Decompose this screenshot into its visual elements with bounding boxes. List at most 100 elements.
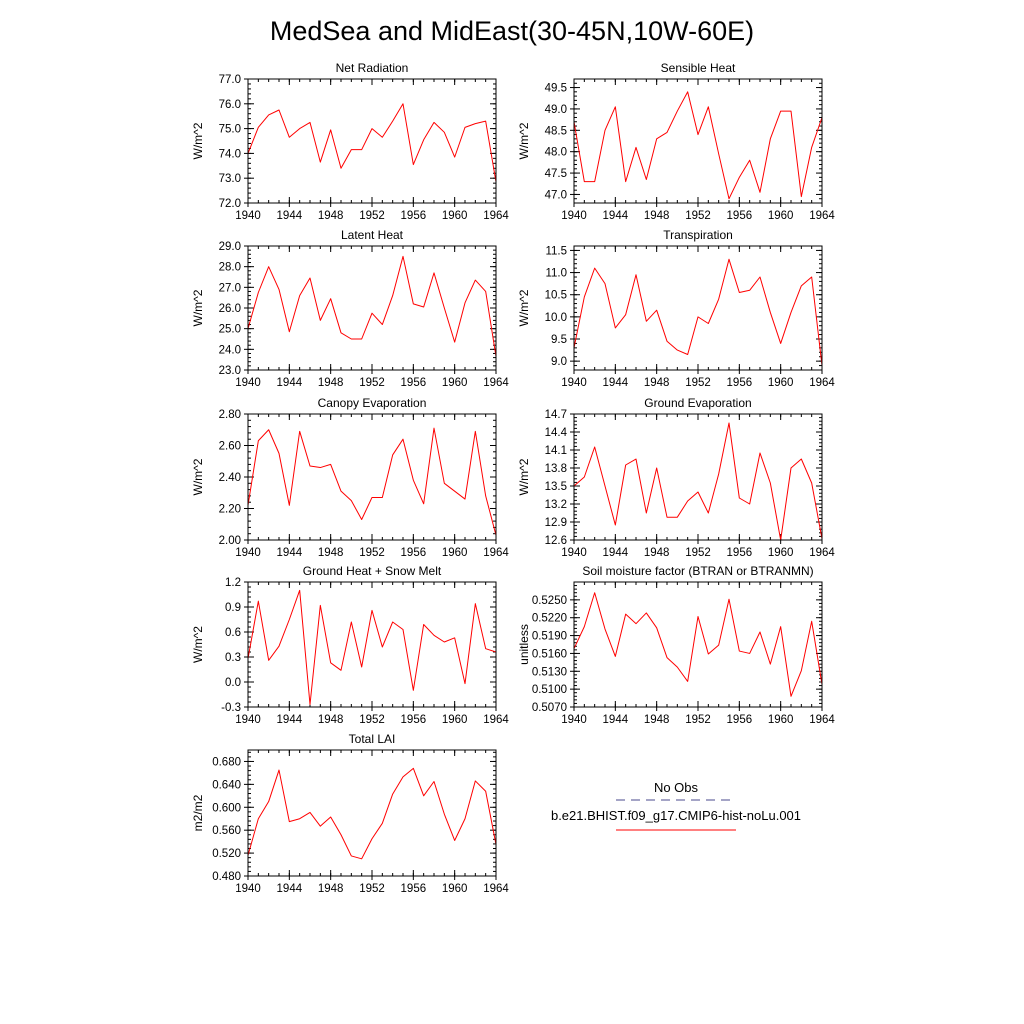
y-tick-label: 0.520 <box>212 848 241 860</box>
y-tick-label: 14.1 <box>545 445 567 457</box>
x-tick-label: 1944 <box>277 883 303 895</box>
x-tick-label: 1964 <box>483 883 509 895</box>
panel-transpiration: Transpiration W/m^2 1940 1944 1948 1952 1956 19… <box>517 228 835 389</box>
y-tick-label: 1.2 <box>225 577 241 589</box>
plot-frame-ground-evaporation <box>573 413 823 541</box>
y-tick-label: 73.0 <box>219 173 241 185</box>
y-tick-label: 49.5 <box>545 83 567 95</box>
y-tick-label: 13.2 <box>545 499 567 511</box>
y-tick-label: 0.6 <box>225 627 241 639</box>
plot-frame-soil-moisture-factor-btran-or-btranmn <box>573 581 823 708</box>
x-tick-label: 1952 <box>685 714 711 726</box>
x-tick-label: 1940 <box>235 377 261 389</box>
x-tick-label: 1952 <box>359 210 385 222</box>
x-tick-label: 1960 <box>442 883 468 895</box>
x-tick-label: 1964 <box>809 714 835 726</box>
x-tick-label: 1940 <box>235 547 261 559</box>
panel-title-soil-moisture-factor-btran-or-btranmn: Soil moisture factor (BTRAN or BTRANMN) <box>582 564 813 578</box>
y-tick-label: 29.0 <box>219 241 241 253</box>
x-tick-label: 1948 <box>644 377 670 389</box>
y-tick-label: 0.5220 <box>532 613 567 625</box>
x-tick-label: 1944 <box>603 547 629 559</box>
panel-title-transpiration: Transpiration <box>663 228 733 242</box>
y-tick-label: 28.0 <box>219 262 241 274</box>
y-axis-label-ground-heat-snow-melt: W/m^2 <box>191 626 205 663</box>
x-tick-label: 1956 <box>727 547 753 559</box>
y-tick-label: 13.5 <box>545 481 567 493</box>
x-tick-label: 1944 <box>277 210 303 222</box>
x-tick-label: 1960 <box>768 210 794 222</box>
x-tick-label: 1948 <box>318 377 344 389</box>
x-tick-label: 1940 <box>561 377 587 389</box>
x-tick-label: 1944 <box>277 547 303 559</box>
y-tick-label: 23.0 <box>219 365 241 377</box>
y-tick-label: 0.5160 <box>532 648 567 660</box>
x-tick-label: 1956 <box>401 547 427 559</box>
y-tick-label: 2.60 <box>219 441 241 453</box>
x-tick-label: 1940 <box>235 210 261 222</box>
series-line-ground-heat-snow-melt <box>247 589 497 705</box>
x-tick-label: 1952 <box>359 377 385 389</box>
legend-label-obs: No Obs <box>654 780 699 795</box>
y-tick-label: 11.0 <box>545 268 567 280</box>
panel-title-latent-heat: Latent Heat <box>341 228 404 242</box>
y-axis-label-sensible-heat: W/m^2 <box>517 122 531 159</box>
y-tick-label: 72.0 <box>219 198 241 210</box>
y-tick-label: 12.6 <box>545 535 567 547</box>
x-tick-label: 1964 <box>809 210 835 222</box>
x-tick-label: 1952 <box>685 210 711 222</box>
x-tick-label: 1940 <box>235 883 261 895</box>
x-tick-label: 1964 <box>483 547 509 559</box>
y-tick-label: 0.560 <box>212 825 241 837</box>
y-tick-label: 49.0 <box>545 104 567 116</box>
y-tick-label: 77.0 <box>219 74 241 86</box>
y-tick-label: 13.8 <box>545 463 567 475</box>
y-tick-label: 2.40 <box>219 472 241 484</box>
x-tick-label: 1944 <box>277 377 303 389</box>
x-tick-label: 1964 <box>483 210 509 222</box>
y-axis-label-net-radiation: W/m^2 <box>191 122 205 159</box>
y-tick-label: 0.5250 <box>532 595 567 607</box>
x-tick-label: 1956 <box>401 714 427 726</box>
panel-latent-heat: Latent Heat W/m^2 1940 1944 1948 1952 1956 1960… <box>191 228 509 389</box>
y-tick-label: 48.5 <box>545 125 567 137</box>
y-tick-label: 0.0 <box>225 677 241 689</box>
x-tick-label: 1948 <box>318 714 344 726</box>
panel-total-lai: Total LAI m2/m2 1940 1944 1948 1952 1956 1960 19… <box>191 732 509 895</box>
panel-title-ground-evaporation: Ground Evaporation <box>644 396 751 410</box>
x-tick-label: 1952 <box>359 714 385 726</box>
y-tick-label: 0.9 <box>225 602 241 614</box>
y-axis-label-transpiration: W/m^2 <box>517 289 531 326</box>
series-line-soil-moisture-factor-btran-or-btranmn <box>573 592 823 697</box>
y-tick-label: 11.5 <box>545 245 567 257</box>
x-tick-label: 1964 <box>809 547 835 559</box>
plot-frame-canopy-evaporation <box>247 413 497 541</box>
y-tick-label: 14.4 <box>545 427 568 439</box>
y-tick-label: 12.9 <box>545 517 567 529</box>
y-tick-label: 0.5100 <box>532 684 567 696</box>
plot-frame-total-lai <box>247 749 497 877</box>
y-tick-label: 27.0 <box>219 282 241 294</box>
x-tick-label: 1940 <box>561 714 587 726</box>
panel-ground-heat-snow-melt: Ground Heat + Snow Melt W/m^2 1940 1944 1948… <box>191 564 509 726</box>
y-tick-label: 2.20 <box>219 504 241 516</box>
x-tick-label: 1948 <box>318 547 344 559</box>
x-tick-label: 1940 <box>561 210 587 222</box>
x-tick-label: 1960 <box>768 547 794 559</box>
x-tick-label: 1956 <box>401 377 427 389</box>
y-tick-label: 0.640 <box>212 779 241 791</box>
panel-title-sensible-heat: Sensible Heat <box>661 61 736 75</box>
y-tick-label: 25.0 <box>219 324 241 336</box>
x-tick-label: 1960 <box>768 377 794 389</box>
x-tick-label: 1944 <box>603 377 629 389</box>
y-tick-label: -0.3 <box>221 702 241 714</box>
x-tick-label: 1952 <box>359 547 385 559</box>
panel-title-ground-heat-snow-melt: Ground Heat + Snow Melt <box>303 564 442 578</box>
series-line-canopy-evaporation <box>247 427 497 536</box>
x-tick-label: 1948 <box>644 547 670 559</box>
y-tick-label: 0.5190 <box>532 631 567 643</box>
x-tick-label: 1956 <box>401 210 427 222</box>
y-tick-label: 48.0 <box>545 147 567 159</box>
x-tick-label: 1960 <box>442 377 468 389</box>
x-tick-label: 1944 <box>277 714 303 726</box>
